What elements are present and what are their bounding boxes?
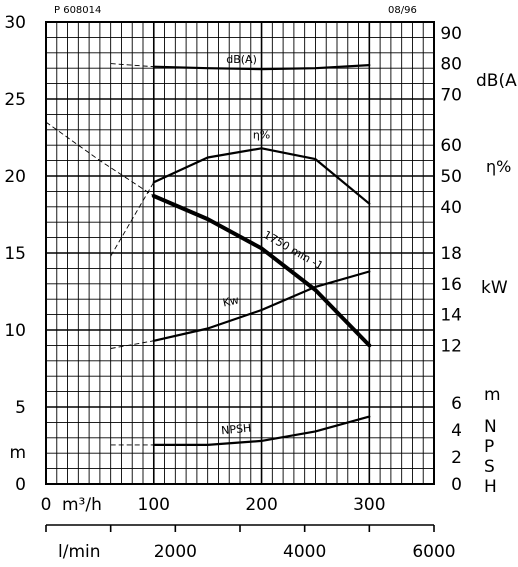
head-unit-label: m xyxy=(9,443,26,463)
series-line xyxy=(151,194,372,348)
flow-lmin-tick-label: 2000 xyxy=(154,542,197,562)
series-dashed-line xyxy=(110,181,155,257)
npsh-letter: H xyxy=(484,477,497,497)
flow-m3h-tick-label: 300 xyxy=(353,495,385,515)
flow-lmin-tick-label: 4000 xyxy=(283,542,326,562)
chart-date: 08/96 xyxy=(388,5,417,16)
kw-tick-label: 12 xyxy=(440,336,462,356)
flow-m3h-tick-label: 100 xyxy=(138,495,170,515)
db-tick-label: 80 xyxy=(440,55,462,75)
plot-frame xyxy=(45,21,435,485)
series-line xyxy=(152,147,371,205)
series-line xyxy=(152,415,371,446)
npsh-tick-label: 4 xyxy=(451,421,462,441)
eff-tick-label: 40 xyxy=(440,198,462,218)
flow-lmin-unit-label: l/min xyxy=(58,542,101,562)
eff-unit-label: η% xyxy=(486,157,511,176)
head-tick-label: 20 xyxy=(4,167,26,187)
npsh-letter: S xyxy=(484,457,495,477)
npsh-letter: N xyxy=(484,417,497,437)
kw-unit-label: kW xyxy=(481,278,508,298)
eff-tick-label: 60 xyxy=(440,136,462,156)
kw-tick-label: 16 xyxy=(440,275,462,295)
npsh-tick-label: 6 xyxy=(451,394,462,414)
series-label: dB(A) xyxy=(226,53,257,66)
db-unit-label: dB(A) xyxy=(476,71,518,91)
head-tick-label: 30 xyxy=(4,13,26,33)
series-dashed-line xyxy=(45,121,155,197)
head-tick-label: 10 xyxy=(4,321,26,341)
head-tick-label: 5 xyxy=(15,398,26,418)
series-label: η% xyxy=(253,128,270,141)
flow-m3h-tick-label: 200 xyxy=(245,495,277,515)
series-line xyxy=(152,63,371,71)
npsh-tick-label: 2 xyxy=(451,448,462,468)
flow-lmin-tick-label: 6000 xyxy=(412,542,455,562)
kw-tick-label: 14 xyxy=(440,306,462,326)
flow-m3h-unit-label: m³/h xyxy=(62,495,102,515)
flow-m3h-tick-label: 0 xyxy=(41,495,52,515)
grid xyxy=(45,21,435,485)
series-label: NPSH xyxy=(221,422,252,438)
head-tick-label: 25 xyxy=(4,90,26,110)
head-tick-label: 15 xyxy=(4,244,26,264)
series-dashed-line xyxy=(110,63,154,68)
db-tick-label: 70 xyxy=(440,85,462,105)
chart-code: P 608014 xyxy=(54,5,101,16)
eff-tick-label: 50 xyxy=(440,167,462,187)
npsh-unit-label: m xyxy=(484,385,501,405)
series-line xyxy=(152,270,371,342)
npsh-letter: P xyxy=(484,437,494,457)
series-dashed-line xyxy=(110,340,154,349)
db-tick-label: 90 xyxy=(440,24,462,44)
npsh-tick-label: 0 xyxy=(451,475,462,495)
kw-tick-label: 18 xyxy=(440,244,462,264)
series-label: Kw xyxy=(222,294,241,310)
head-tick-label: 0 xyxy=(15,475,26,495)
